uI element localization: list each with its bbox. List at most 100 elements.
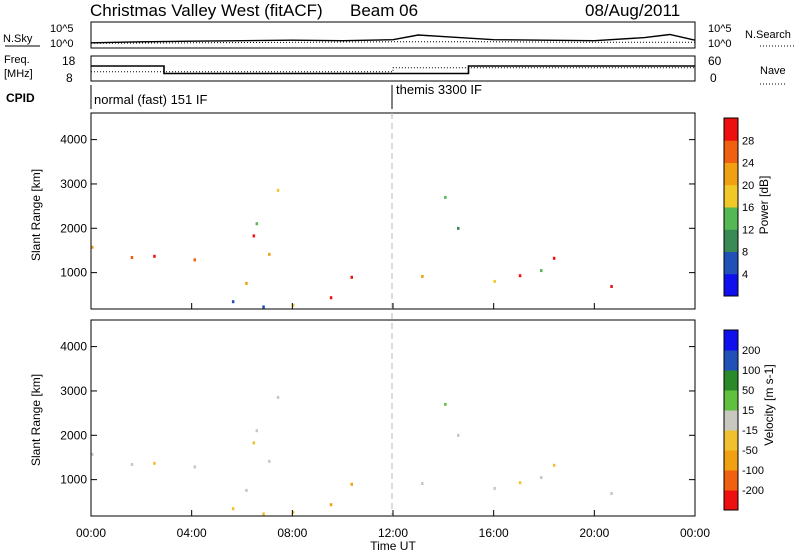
power-ytick-label: 2000	[60, 221, 87, 235]
power-colorbar-tick: 24	[742, 158, 754, 170]
rti-cell	[268, 252, 271, 256]
noise-right-tick-top: 10^5	[708, 23, 732, 35]
time-x-axis: 00:00 04:00 08:00 12:00 16:00 20:00 00:00	[76, 303, 710, 540]
velocity-panel-frame	[90, 319, 696, 517]
power-colorbar-tick: 20	[742, 180, 754, 192]
freq-label-line1: Freq.	[4, 54, 30, 66]
beam-label: Beam 06	[350, 1, 418, 20]
rti-cell	[329, 296, 333, 300]
rti-cell	[193, 258, 196, 262]
power-panel-frame	[90, 112, 696, 310]
freq-left-tick-bottom: 8	[66, 71, 73, 85]
velocity-colorbar-tick: -200	[742, 485, 764, 497]
power-colorbar-tick: 8	[742, 247, 748, 259]
power-y-axis: 1000 2000 3000 4000	[60, 133, 695, 280]
velocity-ytick-label: 3000	[60, 384, 87, 398]
power-colorbar-swatch	[724, 118, 738, 141]
freq-right-tick-bottom: 0	[710, 71, 717, 85]
rti-cell	[518, 481, 522, 485]
rti-cell	[291, 303, 295, 307]
velocity-colorbar-swatch	[724, 350, 738, 371]
power-colorbar-swatch	[724, 251, 738, 275]
x-tick-label: 00:00	[680, 526, 710, 540]
noise-series	[90, 33, 696, 44]
x-tick-label: 00:00	[76, 526, 106, 540]
power-colorbar-frame	[723, 117, 739, 297]
rti-cell	[518, 274, 522, 278]
rti-cell	[493, 486, 496, 490]
freq-label-line2: [MHz]	[4, 68, 33, 80]
rti-cell	[540, 476, 543, 480]
x-axis-label: Time UT	[370, 539, 416, 553]
noise-right-tick-bottom: 10^0	[708, 38, 732, 50]
cpid-label: CPID	[6, 91, 35, 105]
cpid-mode-1: normal (fast) 151 IF	[94, 92, 207, 107]
velocity-colorbar-tick: 50	[742, 385, 754, 397]
freq-left-tick-top: 18	[62, 54, 76, 68]
noise-left-tick-bottom: 10^0	[50, 38, 74, 50]
date-label: 08/Aug/2011	[585, 1, 680, 20]
velocity-colorbar-swatch	[724, 330, 738, 351]
rti-cell	[130, 256, 134, 259]
x-tick-label: 20:00	[579, 526, 609, 540]
velocity-colorbar-frame	[723, 329, 739, 511]
rti-cell	[610, 492, 613, 495]
velocity-colorbar-swatch	[724, 370, 738, 391]
velocity-colorbar-tick: 15	[742, 405, 754, 417]
power-heatmap	[91, 188, 613, 309]
rti-cell	[193, 465, 196, 469]
rti-cell	[457, 226, 460, 230]
rti-cell	[329, 503, 333, 507]
velocity-colorbar-label: Velocity [m s-1]	[762, 364, 776, 445]
power-colorbar: 4 8 12 16 20 24 28	[723, 117, 754, 297]
x-tick-label: 08:00	[277, 526, 307, 540]
nsky-label: N.Sky	[3, 33, 33, 45]
rti-cell	[153, 461, 156, 465]
rti-cell	[91, 452, 94, 456]
x-tick-label: 16:00	[479, 526, 509, 540]
velocity-colorbar-tick: 100	[742, 365, 760, 377]
rti-cell	[268, 459, 271, 463]
nsearch-label: N.Search	[745, 29, 791, 41]
rti-cell	[255, 222, 259, 226]
cpid-mode-2: themis 3300 IF	[396, 82, 482, 97]
rti-cell	[493, 279, 496, 283]
rti-cell	[540, 269, 543, 273]
rti-cell	[245, 488, 248, 492]
noise-left-tick-top: 10^5	[50, 23, 74, 35]
rti-cell	[291, 510, 295, 514]
velocity-colorbar-tick: -15	[742, 425, 758, 437]
power-colorbar-label: Power [dB]	[757, 176, 771, 235]
velocity-ytick-label: 1000	[60, 473, 87, 487]
noise-panel-frame	[90, 21, 696, 49]
velocity-colorbar-swatch	[724, 430, 738, 451]
noise-line-0	[90, 33, 696, 44]
noise-line-1	[90, 41, 695, 44]
rti-cell	[421, 275, 424, 278]
velocity-colorbar-tick: -50	[742, 445, 758, 457]
velocity-colorbar-swatch	[724, 450, 738, 471]
x-tick-label: 04:00	[177, 526, 207, 540]
rti-cell	[130, 463, 134, 466]
rti-cell	[457, 433, 460, 437]
rti-cell	[610, 285, 613, 288]
freq-panel-frame	[90, 55, 696, 82]
rti-cell	[91, 245, 94, 249]
velocity-heatmap	[91, 395, 613, 516]
nave-label: Nave	[760, 65, 786, 77]
rti-cell	[252, 441, 256, 445]
velocity-colorbar-swatch	[724, 490, 738, 511]
velocity-colorbar-tick: -100	[742, 465, 764, 477]
velocity-colorbar-tick: 200	[742, 345, 760, 357]
station-title: Christmas Valley West (fitACF)	[90, 1, 323, 20]
rti-cell	[276, 188, 280, 192]
power-colorbar-swatch	[724, 273, 738, 297]
freq-series	[91, 65, 695, 75]
power-colorbar-swatch	[724, 184, 738, 208]
power-ytick-label: 3000	[60, 177, 87, 191]
rti-cell	[252, 234, 256, 238]
velocity-colorbar-swatch	[724, 390, 738, 411]
power-colorbar-swatch	[724, 140, 738, 163]
x-tick-label: 12:00	[378, 526, 408, 540]
velocity-y-axis: 1000 2000 3000 4000	[60, 340, 695, 487]
